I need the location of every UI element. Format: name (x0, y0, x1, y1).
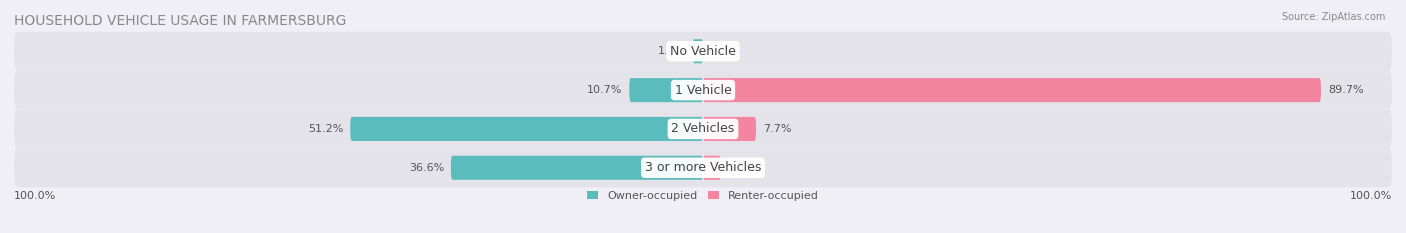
Text: 7.7%: 7.7% (763, 124, 792, 134)
Text: 0.0%: 0.0% (710, 46, 738, 56)
Text: 100.0%: 100.0% (14, 191, 56, 201)
Text: 3 or more Vehicles: 3 or more Vehicles (645, 161, 761, 174)
FancyBboxPatch shape (350, 117, 703, 141)
Text: 1 Vehicle: 1 Vehicle (675, 84, 731, 97)
Text: 89.7%: 89.7% (1327, 85, 1364, 95)
FancyBboxPatch shape (703, 78, 1322, 102)
Text: 10.7%: 10.7% (588, 85, 623, 95)
Text: 36.6%: 36.6% (409, 163, 444, 173)
FancyBboxPatch shape (14, 110, 1392, 148)
FancyBboxPatch shape (451, 156, 703, 180)
Text: 100.0%: 100.0% (1350, 191, 1392, 201)
Text: 1.5%: 1.5% (658, 46, 686, 56)
Text: HOUSEHOLD VEHICLE USAGE IN FARMERSBURG: HOUSEHOLD VEHICLE USAGE IN FARMERSBURG (14, 14, 346, 28)
FancyBboxPatch shape (14, 71, 1392, 110)
FancyBboxPatch shape (14, 148, 1392, 187)
Text: 51.2%: 51.2% (308, 124, 343, 134)
Text: No Vehicle: No Vehicle (671, 45, 735, 58)
Legend: Owner-occupied, Renter-occupied: Owner-occupied, Renter-occupied (582, 186, 824, 205)
Text: Source: ZipAtlas.com: Source: ZipAtlas.com (1281, 12, 1385, 22)
FancyBboxPatch shape (14, 32, 1392, 71)
Text: 2 Vehicles: 2 Vehicles (672, 122, 734, 135)
FancyBboxPatch shape (703, 156, 721, 180)
FancyBboxPatch shape (630, 78, 703, 102)
Text: 2.6%: 2.6% (728, 163, 756, 173)
FancyBboxPatch shape (703, 117, 756, 141)
FancyBboxPatch shape (693, 39, 703, 63)
